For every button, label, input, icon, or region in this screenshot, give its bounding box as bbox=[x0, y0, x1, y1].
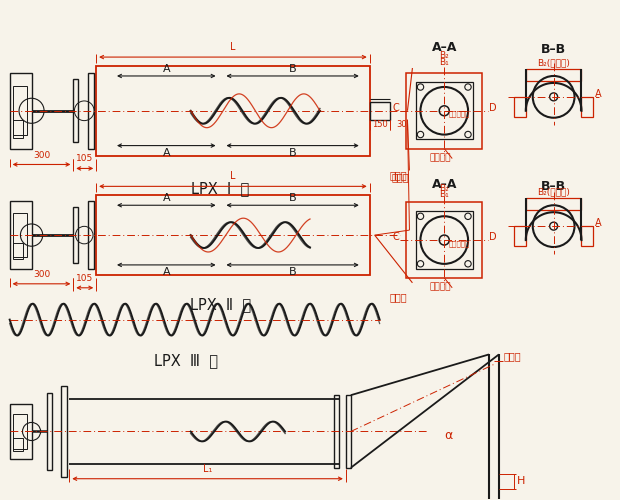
Text: D: D bbox=[489, 232, 497, 242]
Text: 电机连接凴: 电机连接凴 bbox=[448, 240, 469, 246]
Bar bbox=[12, 414, 27, 450]
Text: A–A: A–A bbox=[432, 41, 457, 54]
Bar bbox=[88, 202, 94, 269]
Bar bbox=[526, 198, 582, 210]
Bar bbox=[96, 196, 370, 275]
Bar bbox=[415, 212, 473, 269]
Bar bbox=[10, 404, 32, 459]
Text: LPX  Ⅱ  型: LPX Ⅱ 型 bbox=[190, 296, 251, 312]
Text: 联接法兰: 联接法兰 bbox=[429, 283, 451, 292]
Text: 排屑口: 排屑口 bbox=[392, 172, 409, 182]
Text: B–B: B–B bbox=[541, 43, 566, 56]
Text: A: A bbox=[595, 89, 602, 99]
Text: H: H bbox=[517, 476, 525, 486]
Bar bbox=[12, 86, 27, 136]
Text: 排屑口: 排屑口 bbox=[389, 170, 407, 180]
Bar bbox=[514, 97, 526, 116]
Text: 105: 105 bbox=[76, 154, 94, 164]
Bar bbox=[526, 69, 582, 81]
Bar bbox=[48, 392, 53, 470]
Text: B₁: B₁ bbox=[440, 190, 449, 200]
Bar bbox=[12, 243, 22, 259]
Text: 排屑口: 排屑口 bbox=[504, 352, 521, 362]
Text: B: B bbox=[289, 64, 296, 74]
Text: 300: 300 bbox=[33, 270, 50, 279]
Text: C: C bbox=[392, 232, 399, 242]
Bar bbox=[346, 395, 351, 468]
Text: 30: 30 bbox=[396, 120, 407, 128]
Text: B–B: B–B bbox=[541, 180, 566, 194]
Bar bbox=[407, 202, 482, 278]
Text: A: A bbox=[162, 267, 170, 277]
Text: B₁: B₁ bbox=[440, 58, 449, 67]
Text: A–A: A–A bbox=[432, 178, 457, 192]
Text: B: B bbox=[289, 148, 296, 158]
Text: L: L bbox=[230, 42, 236, 52]
Bar bbox=[415, 82, 473, 140]
Bar bbox=[12, 213, 27, 257]
Bar bbox=[10, 72, 32, 149]
Text: 排屑口: 排屑口 bbox=[389, 292, 407, 302]
Text: D: D bbox=[489, 103, 497, 113]
Text: 联接法兰: 联接法兰 bbox=[429, 154, 451, 162]
Text: B: B bbox=[289, 267, 296, 277]
Bar bbox=[73, 80, 78, 142]
Text: B₂: B₂ bbox=[440, 51, 449, 60]
Text: 300: 300 bbox=[33, 150, 50, 160]
Text: A: A bbox=[162, 194, 170, 203]
Text: B₂(可自定): B₂(可自定) bbox=[537, 188, 570, 196]
Bar bbox=[12, 438, 22, 451]
Text: 电机连接凴: 电机连接凴 bbox=[448, 111, 469, 117]
Text: A: A bbox=[162, 64, 170, 74]
Text: L₁: L₁ bbox=[203, 464, 212, 474]
Bar bbox=[514, 226, 526, 246]
Bar bbox=[407, 73, 482, 148]
Text: α: α bbox=[445, 429, 453, 442]
Text: LPX  Ⅰ  型: LPX Ⅰ 型 bbox=[192, 182, 250, 196]
Text: C: C bbox=[392, 103, 399, 113]
Bar bbox=[96, 66, 370, 156]
Text: L: L bbox=[230, 172, 236, 181]
Text: B₂: B₂ bbox=[440, 184, 449, 194]
Bar bbox=[582, 97, 593, 116]
Bar bbox=[582, 226, 593, 246]
Text: 150: 150 bbox=[372, 120, 388, 128]
Bar bbox=[10, 202, 32, 269]
Bar bbox=[12, 120, 22, 138]
Text: A: A bbox=[595, 218, 602, 228]
Text: LPX  Ⅲ  型: LPX Ⅲ 型 bbox=[154, 354, 218, 368]
Bar bbox=[334, 395, 339, 468]
Text: B₂(可自定): B₂(可自定) bbox=[537, 58, 570, 67]
Bar bbox=[61, 386, 68, 476]
Bar bbox=[88, 72, 94, 149]
Text: 105: 105 bbox=[76, 274, 94, 283]
Text: B: B bbox=[289, 194, 296, 203]
Bar bbox=[73, 207, 78, 263]
Bar bbox=[370, 102, 389, 120]
Text: A: A bbox=[162, 148, 170, 158]
